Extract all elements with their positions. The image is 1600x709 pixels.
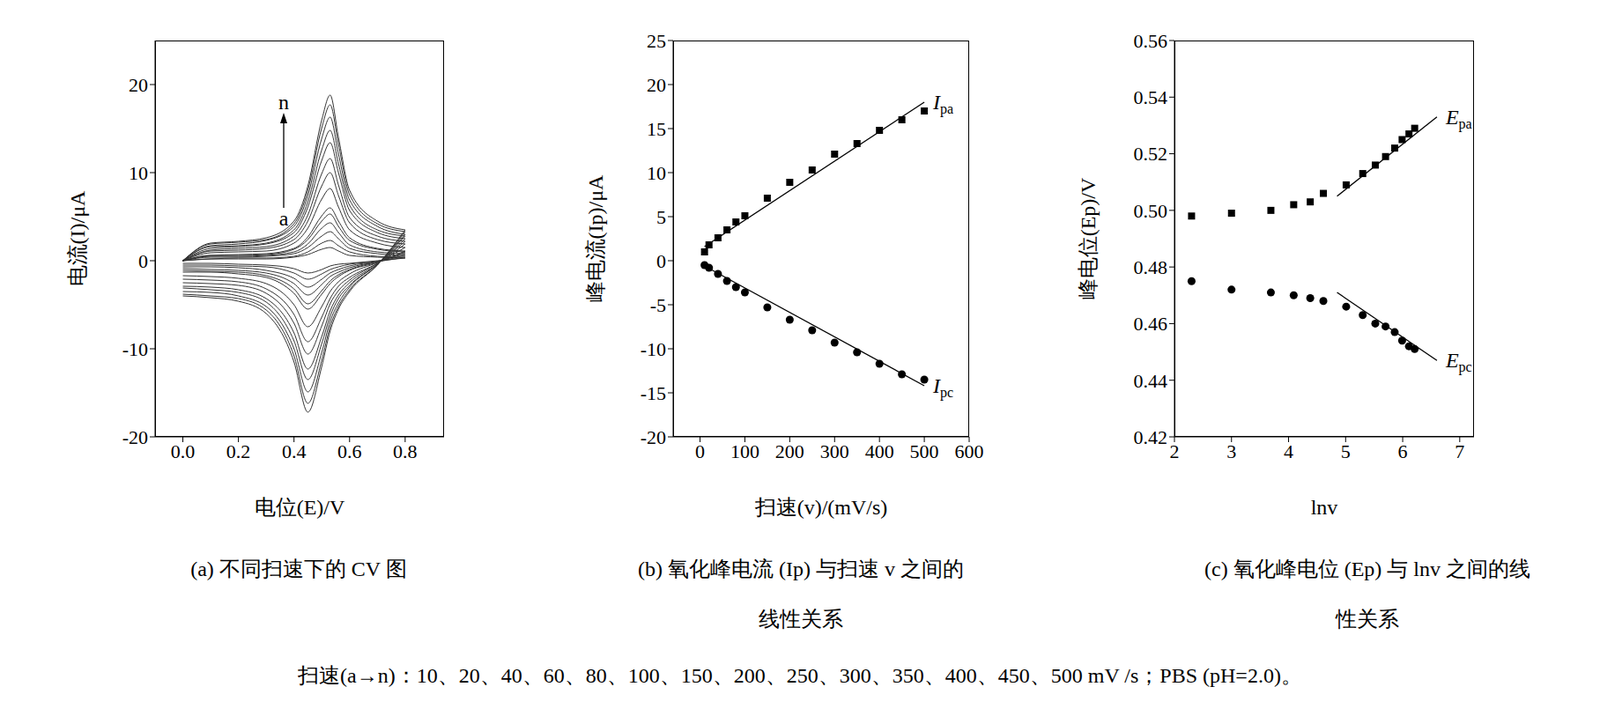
svg-text:2: 2 [1170, 440, 1180, 463]
svg-text:0.42: 0.42 [1133, 426, 1169, 449]
svg-text:-20: -20 [640, 426, 667, 449]
svg-text:Epc: Epc [1444, 348, 1473, 376]
svg-text:20: 20 [128, 74, 149, 97]
html-text:性关系: 性关系 [1335, 607, 1400, 631]
html-text:扫速(a→n)：10、20、40、60、80、100、150: 扫速(a→n)：10、20、40、60、80、100、150、200、250、3… [297, 664, 1303, 688]
svg-text:-10: -10 [122, 338, 149, 361]
svg-text:0.2: 0.2 [226, 440, 252, 463]
svg-text:Ipc: Ipc [932, 374, 954, 401]
svg-text:0.46: 0.46 [1133, 312, 1169, 335]
svg-text:300: 300 [820, 440, 850, 463]
html-text:线性关系: 线性关系 [758, 607, 844, 631]
svg-text:-10: -10 [640, 338, 667, 361]
svg-text:7: 7 [1454, 440, 1465, 463]
svg-text:200: 200 [775, 440, 805, 463]
html-text:电流(I)/μA: 电流(I)/μA [66, 190, 89, 287]
html-text:峰电流(Ip)/μA: 峰电流(Ip)/μA [584, 174, 608, 303]
svg-text:-20: -20 [122, 426, 149, 449]
svg-text:0.52: 0.52 [1133, 142, 1169, 165]
html-text:扫速(v)/(mV/s): 扫速(v)/(mV/s) [754, 496, 888, 519]
svg-text:0: 0 [656, 250, 667, 273]
svg-text:Ipa: Ipa [932, 90, 954, 118]
svg-text:10: 10 [646, 162, 667, 185]
svg-text:100: 100 [730, 440, 760, 463]
svg-text:0.54: 0.54 [1133, 86, 1169, 109]
svg-text:20: 20 [646, 74, 667, 97]
svg-text:0.50: 0.50 [1133, 200, 1169, 223]
svg-text:5: 5 [1340, 440, 1351, 463]
svg-text:n: n [278, 90, 289, 114]
svg-text:600: 600 [955, 440, 985, 463]
svg-text:3: 3 [1226, 440, 1237, 463]
html-text:峰电位(Ep)/V: 峰电位(Ep)/V [1076, 177, 1100, 300]
svg-text:-5: -5 [650, 294, 667, 317]
svg-text:5: 5 [656, 206, 667, 229]
svg-text:6: 6 [1398, 440, 1408, 463]
svg-text:0: 0 [138, 250, 149, 273]
svg-text:0.48: 0.48 [1133, 256, 1169, 279]
svg-text:a: a [279, 207, 289, 230]
html-text:电位(E)/V: 电位(E)/V [254, 496, 345, 519]
html-text:(c) 氧化峰电位 (Ep) 与 lnv 之间的线: (c) 氧化峰电位 (Ep) 与 lnv 之间的线 [1204, 557, 1531, 581]
svg-text:25: 25 [646, 29, 667, 52]
svg-text:Epa: Epa [1444, 105, 1473, 133]
svg-text:0.56: 0.56 [1133, 29, 1169, 52]
html-text:(a) 不同扫速下的 CV 图: (a) 不同扫速下的 CV 图 [190, 557, 407, 581]
svg-text:0.44: 0.44 [1133, 370, 1169, 393]
svg-text:0.4: 0.4 [281, 440, 307, 463]
svg-text:15: 15 [646, 118, 667, 141]
svg-text:10: 10 [128, 162, 149, 185]
svg-text:0.6: 0.6 [337, 440, 363, 463]
svg-text:0: 0 [695, 440, 705, 463]
svg-text:0.0: 0.0 [170, 440, 196, 463]
svg-text:400: 400 [865, 440, 895, 463]
svg-text:500: 500 [910, 440, 940, 463]
svg-text:0.8: 0.8 [392, 440, 418, 463]
svg-text:-15: -15 [640, 382, 667, 405]
html-text:(b) 氧化峰电流 (Ip) 与扫速 v 之间的: (b) 氧化峰电流 (Ip) 与扫速 v 之间的 [637, 557, 964, 581]
html-text:lnv: lnv [1310, 495, 1338, 519]
svg-text:4: 4 [1283, 440, 1294, 463]
